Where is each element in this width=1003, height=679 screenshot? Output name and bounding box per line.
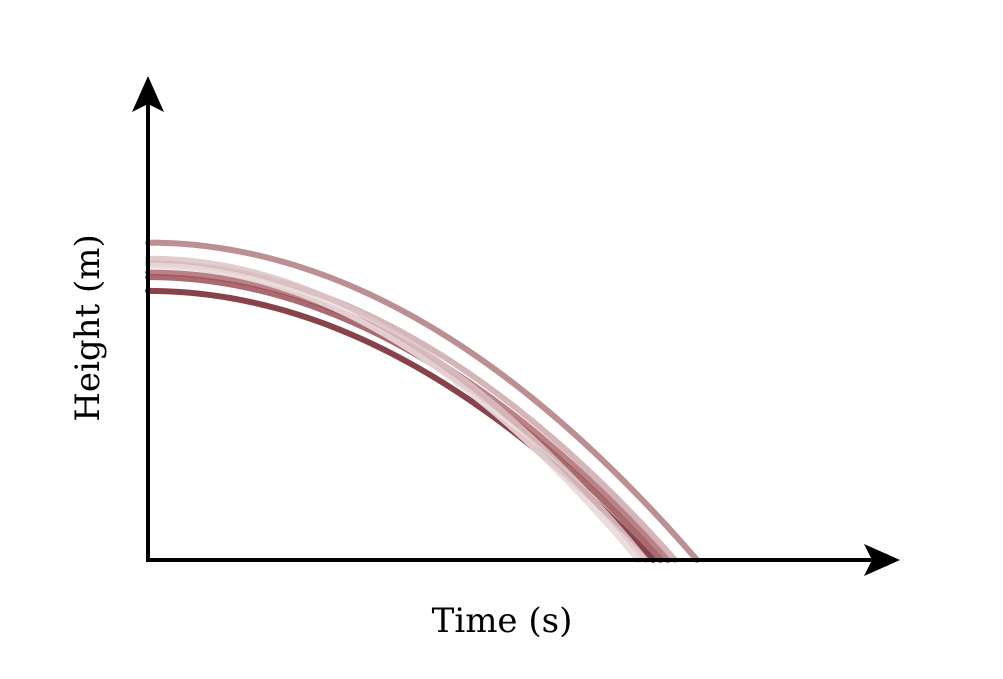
- trajectory-line-7: [145, 262, 642, 563]
- x-axis-label: Time (s): [432, 601, 573, 641]
- trajectory-line-2: [145, 274, 664, 563]
- y-axis-label: Height (m): [68, 234, 108, 422]
- trajectory-line-6: [145, 255, 649, 563]
- trajectory-line-5: [145, 260, 679, 563]
- series-group: [145, 239, 700, 563]
- trajectory-line-4: [145, 239, 700, 563]
